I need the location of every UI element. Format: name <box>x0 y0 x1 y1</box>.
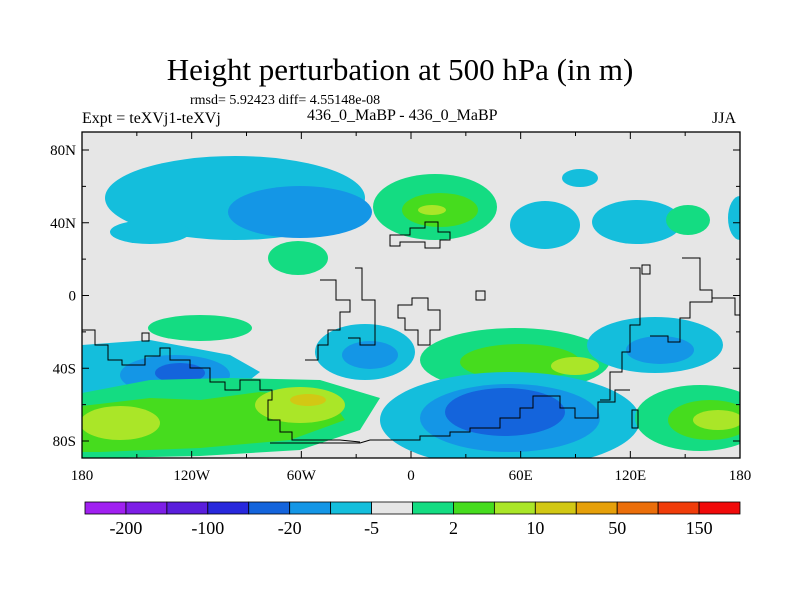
colorbar-swatch <box>493 501 536 515</box>
coastline <box>82 329 361 443</box>
coastline <box>305 279 351 361</box>
y-tick-label: 80S <box>53 434 76 450</box>
chart-title: Height perturbation at 500 hPa (in m) <box>166 52 634 87</box>
coastline <box>348 267 376 346</box>
contour-fill <box>551 357 599 375</box>
colorbar-swatch <box>330 501 372 515</box>
contour-fill <box>626 336 694 364</box>
colorbar-swatch <box>84 501 127 515</box>
colorbar-swatch <box>125 501 168 515</box>
contour-fill <box>228 186 372 238</box>
rmsd-diff-stats: rmsd= 5.92423 diff= 4.55148e-08 <box>190 93 381 108</box>
x-tick-label: 0 <box>407 468 415 484</box>
x-tick-label: 120W <box>173 468 211 484</box>
contour-fill <box>666 205 710 235</box>
contour-fill <box>445 388 565 436</box>
colorbar-swatch <box>453 501 495 515</box>
contour-fill <box>562 169 598 187</box>
x-tick-label: 120E <box>614 468 646 484</box>
colorbar-label: -200 <box>109 518 142 538</box>
colorbar-label: 50 <box>608 518 626 538</box>
contour-fill <box>82 406 160 440</box>
contour-fill <box>693 410 740 430</box>
contour-fill <box>290 394 326 406</box>
colorbar-label: 150 <box>686 518 713 538</box>
colorbar-swatch <box>657 501 700 515</box>
x-tick-label: 180 <box>729 468 752 484</box>
colorbar: -200 -100 -20 -5 2 10 50 150 <box>84 501 741 538</box>
colorbar-label: -20 <box>278 518 302 538</box>
coastline <box>397 297 441 346</box>
y-tick-label: 40N <box>50 216 76 232</box>
coastline <box>712 297 740 316</box>
season-label: JJA <box>712 110 737 127</box>
contour-fill <box>592 200 682 244</box>
y-tick-label: 80N <box>50 143 76 159</box>
y-tick-label: 0 <box>69 289 77 305</box>
x-tick-label: 180 <box>71 468 94 484</box>
contour-fill <box>268 241 328 275</box>
coastline <box>475 290 486 301</box>
experiment-label: Expt = teXVj1-teXVj <box>82 110 221 127</box>
colorbar-swatch <box>248 501 291 515</box>
case-subtitle: 436_0_MaBP - 436_0_MaBP <box>307 107 498 124</box>
coastline <box>141 332 150 342</box>
coastline <box>270 389 630 444</box>
x-tick-label: 60E <box>509 468 533 484</box>
coastline <box>631 409 639 429</box>
colorbar-swatch <box>371 501 413 515</box>
coastlines <box>82 221 740 444</box>
coastline <box>600 267 641 401</box>
contour-fill <box>728 196 740 240</box>
colorbar-swatch <box>575 501 618 515</box>
coastline <box>641 264 651 275</box>
contour-fill <box>148 315 252 341</box>
colorbar-label: -100 <box>191 518 224 538</box>
contour-fill <box>418 205 446 215</box>
axis-ticks: 80N 40N 0 40S 80S 180 120W 60W 0 60E 120E 180 <box>50 132 751 484</box>
colorbar-swatch <box>616 501 659 515</box>
colorbar-label: 2 <box>449 518 458 538</box>
colorbar-swatch <box>412 501 454 515</box>
colorbar-swatch <box>289 501 332 515</box>
coastline <box>650 257 713 343</box>
x-tick-label: 60W <box>287 468 317 484</box>
colorbar-label: 10 <box>526 518 544 538</box>
contour-fields <box>82 156 740 458</box>
colorbar-swatch <box>207 501 250 515</box>
colorbar-swatch <box>166 501 209 515</box>
colorbar-swatch <box>698 501 741 515</box>
y-tick-label: 40S <box>53 361 76 377</box>
contour-fill <box>460 344 580 380</box>
contour-fill <box>110 220 190 244</box>
colorbar-label: -5 <box>364 518 379 538</box>
contour-fill <box>342 341 398 369</box>
colorbar-swatch <box>534 501 577 515</box>
coastline <box>389 221 451 249</box>
contour-fill <box>510 201 580 249</box>
